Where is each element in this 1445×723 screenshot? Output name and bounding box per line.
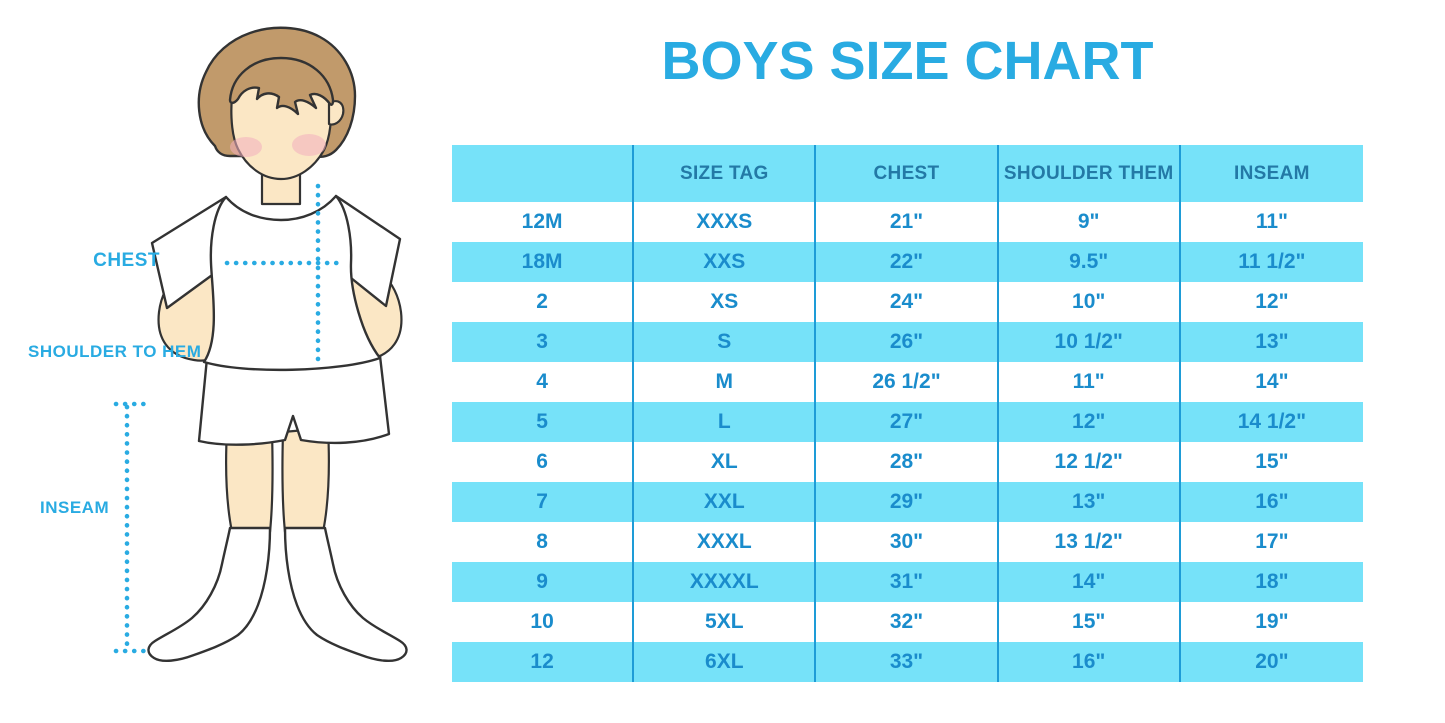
boy-illustration — [113, 26, 408, 663]
size-cell: 28" — [816, 442, 999, 482]
boy-measurement-figure: CHEST SHOULDER TO HEM INSEAM — [0, 0, 452, 723]
size-cell: 24" — [816, 282, 999, 322]
size-chart-table: SIZE TAG CHEST SHOULDER THEM INSEAM 12M XXXS 2… — [452, 145, 1363, 682]
size-cell: 14 1/2" — [1180, 402, 1363, 442]
size-cell: 12 1/2" — [999, 442, 1181, 482]
size-cell: 14" — [1255, 370, 1289, 393]
hair-fringe — [228, 56, 335, 116]
size-cell: 26 1/2" — [816, 362, 999, 402]
size-cell: XXXS — [634, 202, 817, 242]
size-cell: 8 — [452, 522, 635, 562]
size-cell: 10 — [452, 602, 635, 642]
size-cell: XXXXL — [634, 562, 817, 602]
size-cell: XXXL — [634, 522, 817, 562]
size-cell: 13" — [1180, 322, 1363, 362]
size-cell: 5XL — [634, 602, 817, 642]
size-cell: 32" — [816, 602, 999, 642]
size-cell: 17" — [1255, 530, 1289, 553]
column-header: SHOULDER THEM — [998, 145, 1181, 202]
size-cell: L — [634, 402, 817, 442]
size-cell: XXL — [634, 482, 817, 522]
size-cell: 9" — [999, 202, 1181, 242]
shoulder-to-hem-label: SHOULDER TO HEM — [28, 342, 202, 361]
size-cell: 15" — [1255, 450, 1289, 473]
size-cell: 9.5" — [998, 242, 1181, 282]
size-cell: 10 1/2" — [998, 322, 1181, 362]
size-cell: 16" — [1180, 482, 1363, 522]
size-cell: 11" — [1255, 210, 1288, 233]
size-cell: 11 1/2" — [1180, 242, 1363, 282]
size-cell: 22" — [816, 242, 999, 282]
size-cell: 27" — [816, 402, 999, 442]
size-cell: 33" — [816, 642, 999, 682]
size-cell: 29" — [816, 482, 999, 522]
size-cell: XXS — [634, 242, 817, 282]
size-cell: 13 1/2" — [999, 522, 1181, 562]
size-cell: 19" — [1255, 610, 1289, 633]
size-cell: 12 — [452, 642, 635, 682]
size-cell: 31" — [816, 562, 999, 602]
right-sock — [283, 526, 408, 663]
size-cell: XS — [634, 282, 817, 322]
size-cell: 7 — [452, 482, 635, 522]
size-cell: 21" — [816, 202, 999, 242]
size-cell: 18" — [1180, 562, 1363, 602]
size-cell: 3 — [452, 322, 635, 362]
size-cell: 18M — [452, 242, 635, 282]
blush-left — [230, 137, 262, 157]
tshirt-torso — [202, 194, 382, 372]
column-header — [452, 145, 635, 202]
size-cell: 12" — [1255, 290, 1289, 313]
left-sock — [147, 526, 272, 663]
blush-right — [292, 134, 326, 156]
size-cell: 12" — [998, 402, 1181, 442]
ear — [327, 100, 345, 126]
size-cell: 20" — [1180, 642, 1363, 682]
size-cell: 6 — [452, 442, 635, 482]
size-cell: 6XL — [634, 642, 817, 682]
size-cell: 30" — [816, 522, 999, 562]
size-cell: 15" — [999, 602, 1181, 642]
size-cell: XL — [634, 442, 817, 482]
size-cell: 11" — [999, 362, 1181, 402]
size-cell: 26" — [816, 322, 999, 362]
size-cell: 4 — [452, 362, 635, 402]
column-header: INSEAM — [1180, 145, 1363, 202]
inseam-label: INSEAM — [40, 498, 110, 517]
size-cell: 12M — [452, 202, 635, 242]
size-cell: S — [634, 322, 817, 362]
size-cell: 16" — [998, 642, 1181, 682]
size-cell: 10" — [999, 282, 1181, 322]
page-title: BOYS SIZE CHART — [661, 31, 1154, 91]
size-cell: 13" — [998, 482, 1181, 522]
column-header: SIZE TAG — [634, 145, 817, 202]
chest-label: CHEST — [93, 250, 160, 271]
column-header: CHEST — [816, 145, 999, 202]
size-cell: 14" — [998, 562, 1181, 602]
size-cell: 2 — [452, 282, 635, 322]
size-cell: M — [634, 362, 817, 402]
size-cell: 9 — [452, 562, 635, 602]
size-cell: 5 — [452, 402, 635, 442]
